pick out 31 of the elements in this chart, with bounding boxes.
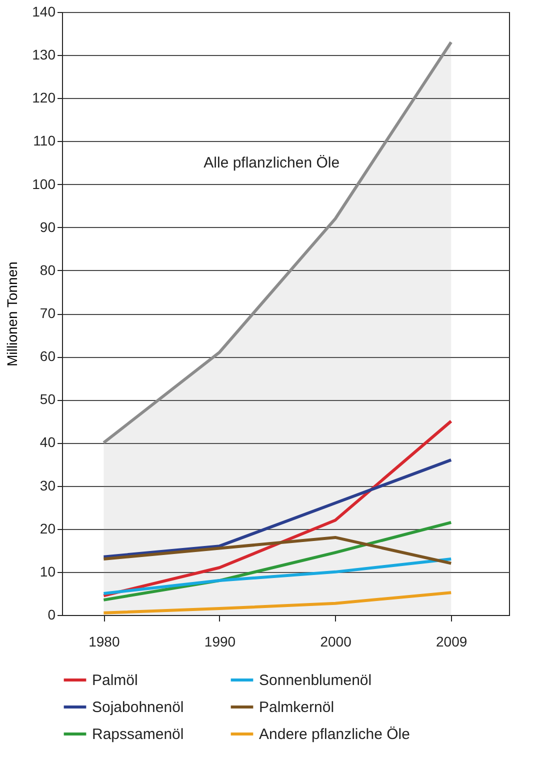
y-tick-label: 0 — [48, 606, 56, 622]
y-tick-label: 50 — [40, 391, 56, 408]
line-series — [102, 558, 453, 595]
y-tick-label: 40 — [40, 434, 56, 450]
y-tick-label: 90 — [40, 218, 56, 235]
y-tick-label: 80 — [40, 262, 56, 278]
y-tick-label: 30 — [40, 477, 56, 494]
x-tick-label: 2000 — [320, 634, 352, 650]
y-tick-label: 20 — [40, 520, 56, 536]
y-tick-label: 100 — [32, 176, 56, 192]
legend-label: Palmöl — [92, 672, 138, 689]
y-tick-label: 110 — [33, 132, 56, 149]
legend-label: Sonnenblumenöl — [259, 672, 372, 689]
line-series — [102, 591, 453, 614]
series-label: Alle pflanzlichen Öle — [204, 154, 340, 172]
y-tick-label: 140 — [32, 4, 56, 20]
y-tick-label: 120 — [32, 90, 56, 106]
y-tick-label: 10 — [40, 563, 56, 580]
y-tick-label: 130 — [32, 46, 56, 63]
y-tick-label: 60 — [40, 348, 56, 364]
y-axis-title: Millionen Tonnen — [4, 262, 20, 366]
legend-label: Andere pflanzliche Öle — [259, 726, 410, 743]
legend-label: Palmkernöl — [259, 699, 334, 716]
x-tick-label: 2009 — [436, 634, 468, 650]
legend-label: Sojabohnenöl — [92, 699, 184, 716]
x-tick-label: 1990 — [204, 634, 236, 650]
x-tick-label: 1980 — [88, 634, 120, 650]
line-series — [102, 458, 453, 558]
legend-label: Rapssamenöl — [92, 726, 184, 743]
line-series — [102, 536, 453, 565]
y-tick-label: 70 — [40, 305, 56, 321]
